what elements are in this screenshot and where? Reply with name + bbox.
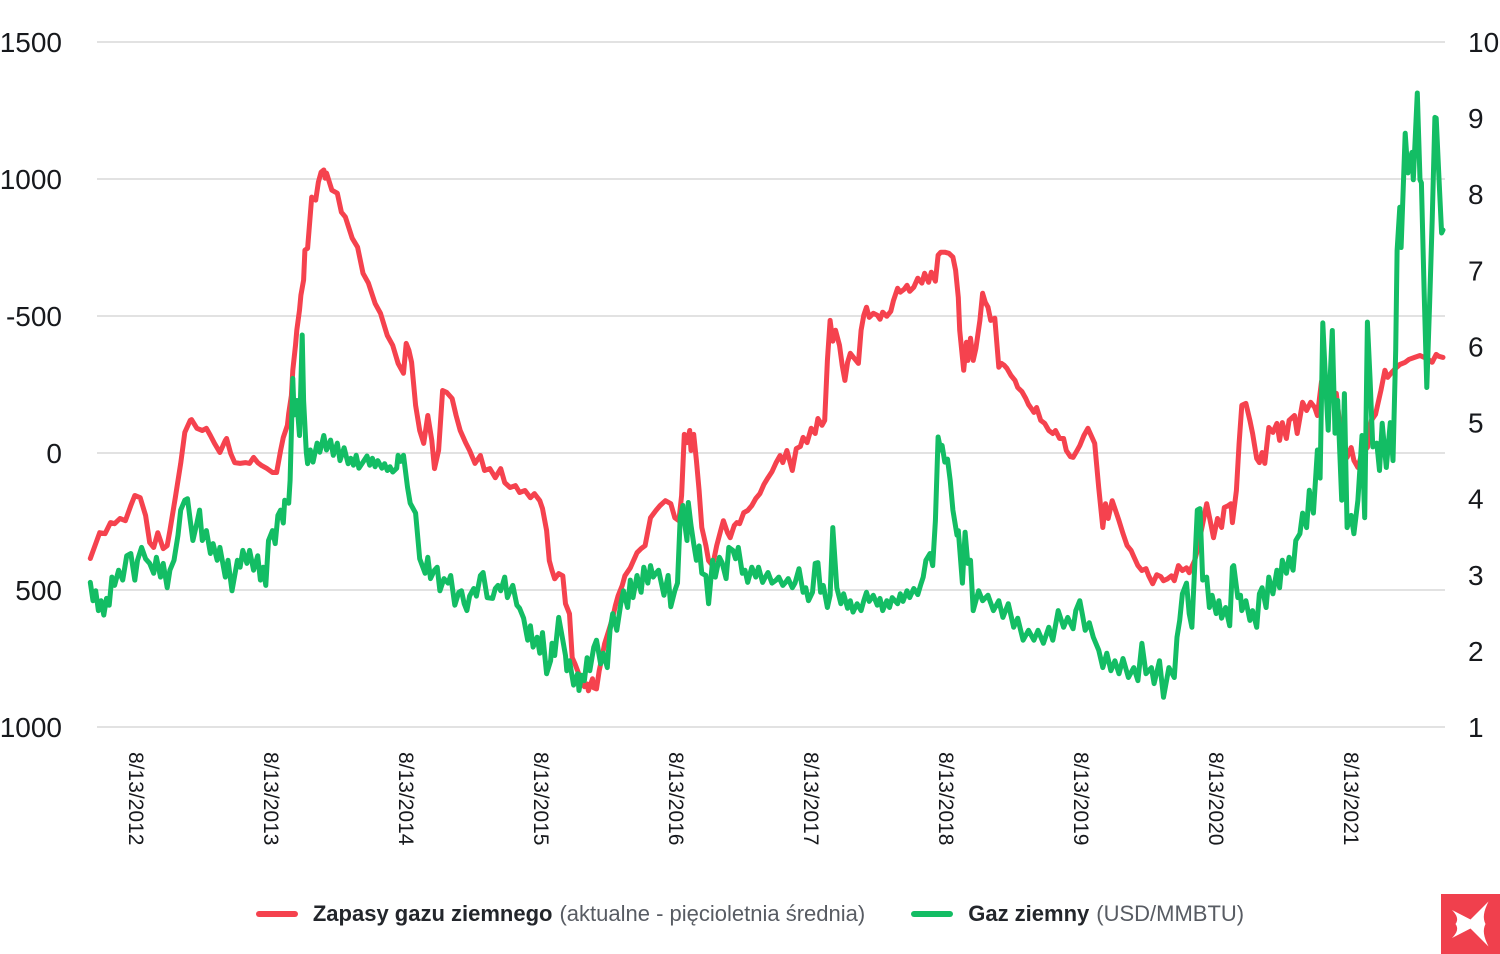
x-tick-date-label: 8/13/2020 bbox=[1204, 752, 1227, 845]
y-left-tick-label: 500 bbox=[15, 575, 62, 606]
y-right-tick-label: 8 bbox=[1468, 179, 1484, 210]
x-tick-date-label: 8/13/2018 bbox=[934, 752, 957, 845]
x-tick-date-label: 8/13/2021 bbox=[1339, 752, 1362, 845]
y-axis-left-labels: -1500 -1000 -500 0 500 1000 bbox=[0, 27, 62, 743]
legend-label-bold: Zapasy gazu ziemnego bbox=[312, 901, 553, 926]
legend-label: Gaz ziemny (USD/MMBTU) bbox=[968, 901, 1244, 927]
y-right-tick-label: 3 bbox=[1468, 560, 1484, 591]
xtb-logo-icon bbox=[1441, 894, 1500, 954]
x-tick-date-label: 8/13/2017 bbox=[799, 752, 822, 845]
legend-item-zapasy: Zapasy gazu ziemnego (aktualne - pięciole… bbox=[255, 901, 865, 927]
x-tick-date-label: 8/13/2012 bbox=[124, 752, 147, 845]
y-right-tick-label: 7 bbox=[1468, 255, 1484, 286]
y-right-tick-label: 10 bbox=[1468, 27, 1499, 58]
legend-label-normal: (aktualne - pięcioletnia średnia) bbox=[559, 901, 866, 926]
x-tick-date-label: 8/13/2016 bbox=[664, 752, 687, 845]
y-right-tick-label: 1 bbox=[1468, 712, 1484, 743]
legend-label-bold: Gaz ziemny bbox=[968, 901, 1090, 926]
xtb-logo bbox=[1441, 894, 1500, 954]
legend-item-gaz-ziemny: Gaz ziemny (USD/MMBTU) bbox=[911, 901, 1244, 927]
legend: Zapasy gazu ziemnego (aktualne - pięciole… bbox=[0, 901, 1500, 927]
x-tick-date-label: 8/13/2015 bbox=[529, 752, 552, 845]
green-line-swatch-icon bbox=[911, 911, 954, 917]
x-axis-date-labels: 8/13/2012 8/13/2013 8/13/2014 8/13/2015 8/13… bbox=[124, 752, 1362, 846]
x-tick-date-label: 8/13/2013 bbox=[259, 752, 282, 845]
y-left-tick-label: -1000 bbox=[0, 164, 62, 195]
y-right-tick-label: 6 bbox=[1468, 331, 1484, 362]
y-left-tick-label: 1000 bbox=[0, 712, 62, 743]
legend-label: Zapasy gazu ziemnego (aktualne - pięciole… bbox=[313, 901, 865, 927]
x-tick-date-label: 8/13/2019 bbox=[1069, 752, 1092, 845]
y-left-tick-label: -1500 bbox=[0, 27, 62, 58]
y-right-tick-label: 9 bbox=[1468, 103, 1484, 134]
y-right-tick-label: 2 bbox=[1468, 636, 1484, 667]
red-line-swatch-icon bbox=[255, 911, 298, 917]
legend-label-normal: (USD/MMBTU) bbox=[1096, 901, 1245, 926]
y-right-tick-label: 5 bbox=[1468, 408, 1484, 439]
series-line-zapasy bbox=[87, 167, 1446, 694]
y-axis-right-labels: 10 9 8 7 6 5 4 3 2 1 bbox=[1468, 27, 1499, 743]
series-lines bbox=[87, 90, 1446, 700]
y-left-tick-label: 0 bbox=[46, 438, 62, 469]
y-right-tick-label: 4 bbox=[1468, 484, 1484, 515]
series-line-gaz-ziemny bbox=[87, 90, 1446, 700]
y-left-tick-label: -500 bbox=[6, 301, 62, 332]
x-tick-date-label: 8/13/2014 bbox=[394, 752, 417, 846]
